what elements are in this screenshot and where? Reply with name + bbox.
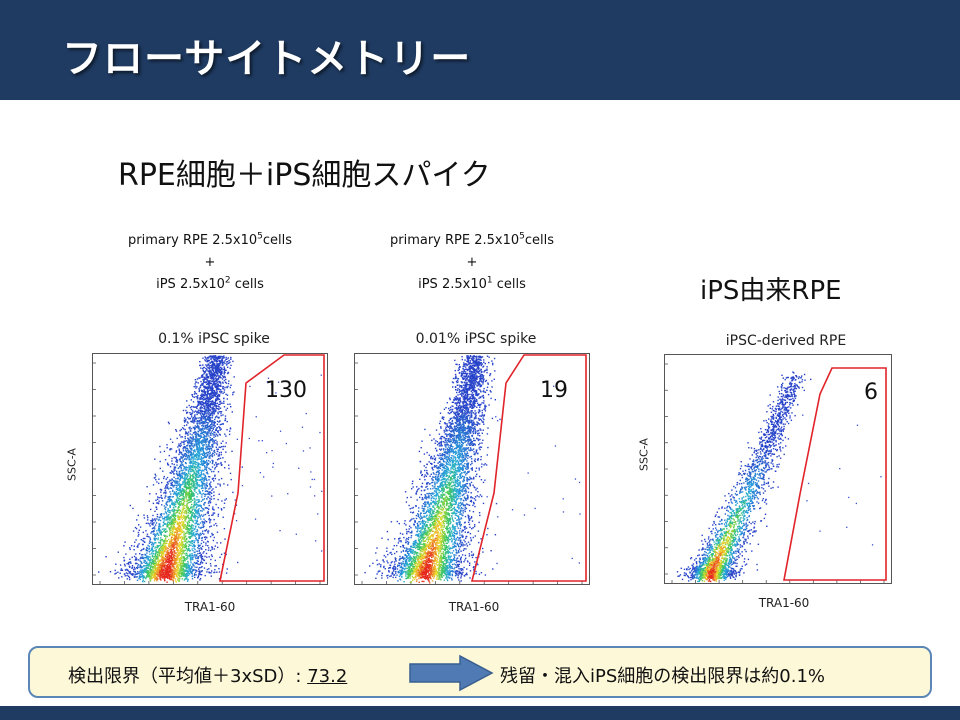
flow-plot-2 bbox=[354, 353, 590, 585]
plot-title-2: 0.01% iPSC spike bbox=[415, 331, 537, 347]
gate-outline bbox=[219, 354, 325, 582]
gate-outline bbox=[783, 367, 887, 581]
x-axis-label-3: TRA1-60 bbox=[758, 596, 810, 610]
gate-count-1: 130 bbox=[265, 378, 307, 403]
condition-label-2: primary RPE 2.5x105cells + iPS 2.5x101 c… bbox=[389, 231, 555, 292]
plot-frame bbox=[664, 354, 892, 584]
event-dots bbox=[676, 371, 882, 583]
slide-title: フローサイトメトリー bbox=[62, 36, 472, 82]
right-arrow-icon bbox=[409, 654, 494, 692]
event-dots bbox=[98, 355, 323, 583]
y-axis-label-1: SSC-A bbox=[65, 448, 79, 481]
detection-limit-text: 検出限界（平均値＋3xSD）: 73.2 bbox=[68, 666, 348, 687]
summary-box: 検出限界（平均値＋3xSD）: 73.2 残留・混入iPS細胞の検出限界は約0.… bbox=[28, 646, 932, 698]
flow-plot-3 bbox=[664, 354, 892, 584]
ips-rpe-label: iPS由来RPE bbox=[700, 276, 842, 306]
plot-title-1: 0.1% iPSC spike bbox=[158, 331, 270, 347]
condition-label-1: primary RPE 2.5x105cells + iPS 2.5x102 c… bbox=[127, 231, 293, 292]
gate-count-3: 6 bbox=[864, 380, 878, 405]
gate-count-2: 19 bbox=[540, 378, 568, 403]
flow-plot-1 bbox=[92, 353, 328, 585]
plot-title-3: iPSC-derived RPE bbox=[725, 333, 847, 349]
x-axis-label-1: TRA1-60 bbox=[184, 600, 236, 614]
footer-bar bbox=[0, 706, 960, 720]
detection-limit-value: 73.2 bbox=[307, 666, 348, 687]
subtitle: RPE細胞＋iPS細胞スパイク bbox=[118, 158, 491, 193]
title-bar: フローサイトメトリー bbox=[0, 0, 960, 100]
y-axis-label-3: SSC-A bbox=[637, 438, 651, 471]
x-axis-label-2: TRA1-60 bbox=[448, 600, 500, 614]
gate-outline bbox=[470, 354, 587, 582]
event-dots bbox=[364, 355, 581, 584]
conclusion-text: 残留・混入iPS細胞の検出限界は約0.1% bbox=[500, 666, 826, 687]
